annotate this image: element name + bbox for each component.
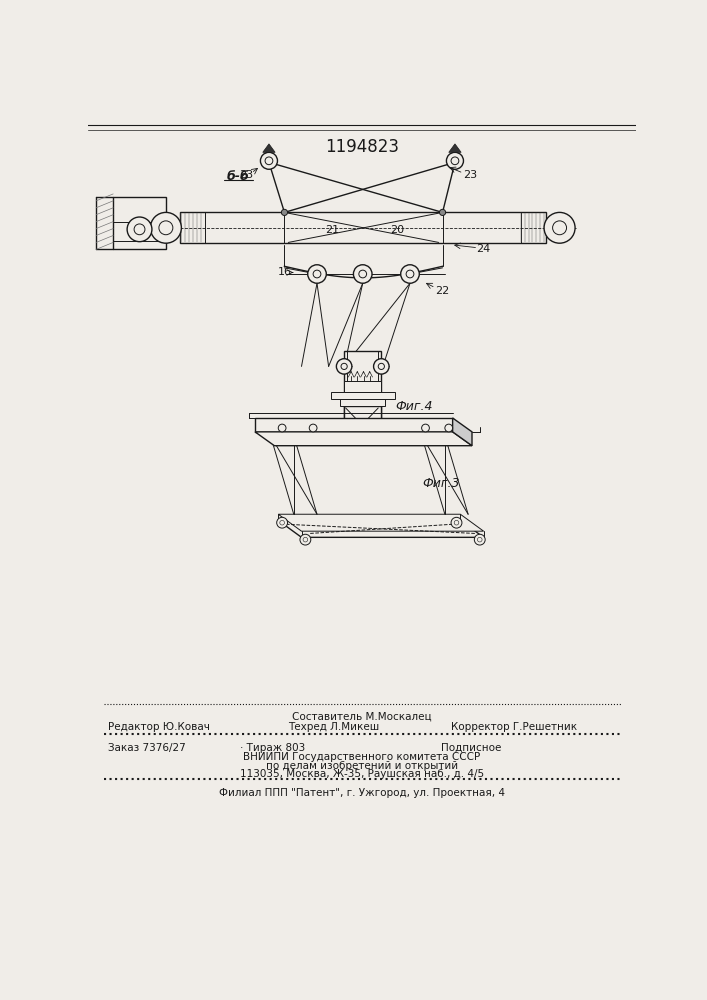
Text: Фиг.3: Фиг.3 bbox=[422, 477, 460, 490]
Bar bbox=[344, 406, 381, 443]
Circle shape bbox=[354, 265, 372, 283]
Circle shape bbox=[308, 265, 327, 283]
Polygon shape bbox=[452, 418, 472, 446]
Circle shape bbox=[279, 424, 286, 432]
Text: · Тираж 803: · Тираж 803 bbox=[240, 743, 305, 753]
Text: ВНИИПИ Государственного комитета СССР: ВНИИПИ Государственного комитета СССР bbox=[243, 752, 481, 762]
Text: 23: 23 bbox=[463, 170, 477, 180]
Text: по делам изобретений и открытий: по делам изобретений и открытий bbox=[266, 761, 458, 771]
Text: Составитель М.Москалец: Составитель М.Москалец bbox=[292, 711, 432, 721]
Text: 21: 21 bbox=[325, 225, 339, 235]
Circle shape bbox=[337, 359, 352, 374]
Bar bbox=[347, 351, 378, 440]
Circle shape bbox=[276, 517, 288, 528]
Text: 23: 23 bbox=[240, 170, 254, 180]
Text: 1194823: 1194823 bbox=[325, 138, 399, 156]
Text: Техред Л.Микеш: Техред Л.Микеш bbox=[288, 722, 380, 732]
Polygon shape bbox=[263, 144, 275, 152]
Polygon shape bbox=[255, 432, 472, 446]
Circle shape bbox=[309, 424, 317, 432]
Circle shape bbox=[440, 209, 445, 215]
Circle shape bbox=[151, 212, 182, 243]
Text: 113035, Москва, Ж-35, Раушская наб., д. 4/5: 113035, Москва, Ж-35, Раушская наб., д. … bbox=[240, 769, 484, 779]
Bar bbox=[344, 381, 381, 392]
Circle shape bbox=[446, 152, 464, 169]
Circle shape bbox=[421, 424, 429, 432]
Bar bbox=[113, 197, 166, 249]
Polygon shape bbox=[279, 520, 484, 537]
Bar bbox=[344, 351, 381, 443]
Text: Филиал ППП "Патент", г. Ужгород, ул. Проектная, 4: Филиал ППП "Патент", г. Ужгород, ул. Про… bbox=[219, 788, 505, 798]
Circle shape bbox=[373, 359, 389, 374]
Bar bbox=[180, 212, 546, 243]
Circle shape bbox=[451, 517, 462, 528]
Circle shape bbox=[127, 217, 152, 242]
Circle shape bbox=[281, 209, 288, 215]
Bar bbox=[331, 392, 395, 399]
Polygon shape bbox=[449, 144, 461, 152]
Circle shape bbox=[445, 424, 452, 432]
Circle shape bbox=[474, 534, 485, 545]
Circle shape bbox=[300, 534, 311, 545]
Polygon shape bbox=[279, 514, 484, 531]
Text: Корректор Г.Решетник: Корректор Г.Решетник bbox=[451, 722, 577, 732]
Text: Подписное: Подписное bbox=[441, 743, 501, 753]
Text: 16: 16 bbox=[277, 267, 291, 277]
Text: 20: 20 bbox=[390, 225, 404, 235]
Text: Фиг.4: Фиг.4 bbox=[395, 400, 433, 413]
Circle shape bbox=[260, 152, 277, 169]
Text: 22: 22 bbox=[435, 286, 449, 296]
Text: 24: 24 bbox=[477, 244, 491, 254]
Text: Заказ 7376/27: Заказ 7376/27 bbox=[107, 743, 185, 753]
Bar bbox=[340, 399, 385, 406]
Circle shape bbox=[544, 212, 575, 243]
Bar bbox=[255, 418, 452, 432]
Text: Редактор Ю.Ковач: Редактор Ю.Ковач bbox=[107, 722, 209, 732]
Text: б-б: б-б bbox=[226, 170, 250, 183]
Circle shape bbox=[401, 265, 419, 283]
